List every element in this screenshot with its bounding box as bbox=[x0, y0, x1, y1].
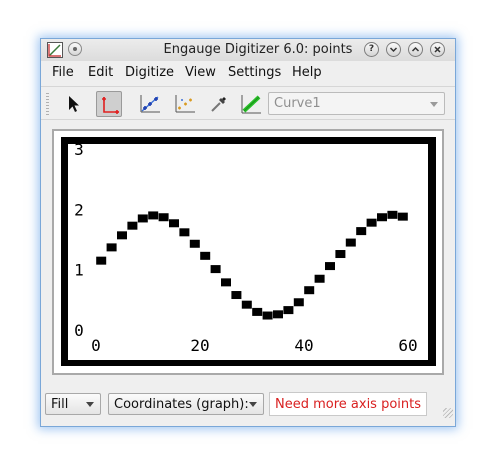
y-tick-label: 3 bbox=[74, 140, 84, 159]
data-point bbox=[397, 212, 408, 221]
data-point bbox=[293, 298, 304, 307]
pin-icon[interactable] bbox=[68, 42, 82, 56]
data-point bbox=[314, 274, 325, 283]
coordinates-value: Coordinates (graph): bbox=[114, 397, 249, 412]
curve-point-icon[interactable] bbox=[137, 91, 163, 117]
data-point bbox=[96, 256, 107, 265]
point-match-icon[interactable] bbox=[172, 91, 198, 117]
plot-image[interactable]: 3 2 1 00 20 40 60 bbox=[54, 131, 442, 373]
close-icon[interactable] bbox=[430, 42, 445, 57]
data-point bbox=[210, 265, 221, 274]
menu-view[interactable]: View bbox=[185, 65, 216, 80]
data-point bbox=[283, 306, 294, 315]
digitizer-canvas[interactable]: 3 2 1 0 0 20 40 60 bbox=[52, 129, 444, 375]
data-point bbox=[200, 251, 211, 260]
menu-settings[interactable]: Settings bbox=[228, 65, 282, 80]
data-point bbox=[325, 262, 335, 271]
engauge-app-icon[interactable] bbox=[47, 42, 63, 58]
data-point bbox=[179, 228, 190, 237]
data-point bbox=[158, 213, 169, 222]
help-icon[interactable]: ? bbox=[364, 42, 379, 57]
app-window: Engauge Digitizer 6.0: points ? File Edi… bbox=[40, 38, 456, 427]
data-point bbox=[345, 238, 356, 247]
chevron-down-icon bbox=[86, 402, 94, 407]
axis-point-icon[interactable] bbox=[96, 91, 122, 117]
select-arrow-icon[interactable] bbox=[60, 91, 86, 117]
status-message-text: Need more axis points bbox=[275, 397, 422, 412]
segment-fill-icon[interactable] bbox=[238, 91, 264, 117]
resize-grip[interactable] bbox=[443, 408, 453, 418]
data-point bbox=[106, 243, 117, 252]
maximize-icon[interactable] bbox=[408, 42, 423, 57]
data-point bbox=[304, 286, 315, 295]
y-tick-label: 0 bbox=[74, 321, 84, 340]
toolbar-grip[interactable] bbox=[46, 93, 49, 115]
y-tick-label: 2 bbox=[74, 200, 84, 219]
curve-select[interactable]: Curve1 bbox=[268, 92, 445, 115]
data-point bbox=[137, 214, 148, 223]
x-tick-label: 60 bbox=[398, 336, 417, 355]
data-point bbox=[262, 311, 273, 320]
chevron-down-icon bbox=[249, 402, 257, 407]
minimize-icon[interactable] bbox=[386, 42, 401, 57]
data-point bbox=[241, 300, 252, 309]
toolbar: Curve1 bbox=[41, 86, 455, 120]
menu-help[interactable]: Help bbox=[292, 65, 322, 80]
data-point bbox=[189, 239, 200, 248]
data-point bbox=[127, 221, 138, 230]
data-point bbox=[252, 307, 263, 316]
fill-mode-value: Fill bbox=[51, 397, 69, 412]
data-point bbox=[273, 310, 283, 319]
window-title: Engauge Digitizer 6.0: points bbox=[163, 42, 353, 57]
data-point bbox=[231, 291, 242, 300]
chevron-down-icon bbox=[430, 102, 438, 107]
status-bar: Fill Coordinates (graph): Need more axis… bbox=[41, 390, 455, 420]
data-point bbox=[148, 211, 159, 220]
status-message: Need more axis points bbox=[269, 392, 427, 416]
y-tick-label: 1 bbox=[74, 261, 84, 280]
data-point bbox=[377, 213, 387, 222]
curve-select-value: Curve1 bbox=[274, 96, 321, 111]
data-point bbox=[387, 210, 398, 219]
menu-digitize[interactable]: Digitize bbox=[125, 65, 175, 80]
x-tick-label: 40 bbox=[294, 336, 313, 355]
x-tick-label: 0 bbox=[91, 336, 101, 355]
coordinates-select[interactable]: Coordinates (graph): bbox=[108, 393, 264, 415]
x-tick-label: 20 bbox=[190, 336, 209, 355]
color-picker-icon[interactable] bbox=[205, 91, 231, 117]
menu-bar: File Edit Digitize View Settings Help bbox=[41, 62, 455, 84]
fill-mode-select[interactable]: Fill bbox=[45, 393, 101, 415]
menu-file[interactable]: File bbox=[52, 65, 74, 80]
data-point bbox=[221, 278, 231, 287]
data-point bbox=[117, 231, 127, 240]
plot-border bbox=[61, 137, 436, 366]
menu-edit[interactable]: Edit bbox=[88, 65, 114, 80]
data-point bbox=[169, 219, 179, 228]
data-point bbox=[356, 227, 367, 236]
title-bar[interactable]: Engauge Digitizer 6.0: points ? bbox=[41, 39, 455, 61]
data-point bbox=[335, 250, 346, 259]
data-point bbox=[366, 218, 377, 227]
